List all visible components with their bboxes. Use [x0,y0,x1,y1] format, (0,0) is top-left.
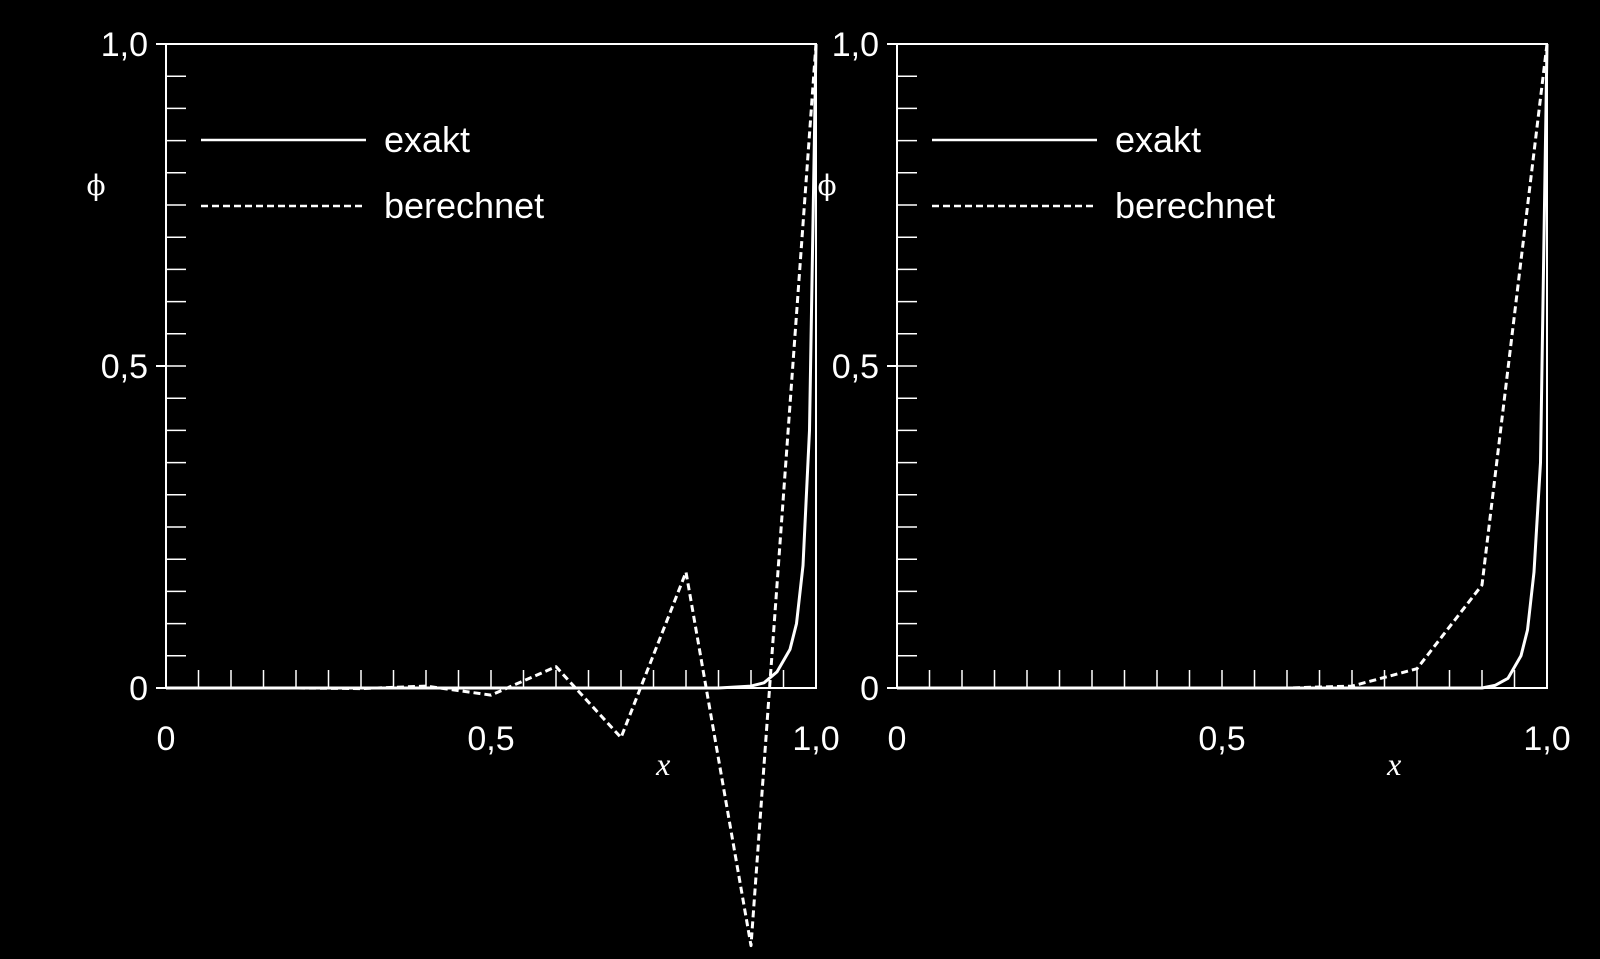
chart-1-x-tick-label: 1,0 [792,720,839,758]
chart-2-x-tick-label: 1,0 [1523,720,1570,758]
chart-1-x-axis-label: x [655,746,670,782]
chart-1-series-exakt [166,43,818,690]
chart-1-legend-label-exakt: exakt [384,119,470,160]
chart-2-legend-label-berechnet: berechnet [1115,185,1275,226]
chart-1-x-tick-label: 0 [157,720,176,758]
chart-1-y-tick-label: 0,5 [101,348,148,386]
chart-2-y-tick-label: 1,0 [832,26,879,64]
chart-2-x-tick-label: 0 [888,720,907,758]
chart-1-y-tick-label: 1,0 [101,26,148,64]
chart-1-legend-label-berechnet: berechnet [384,185,544,226]
chart-1-y-tick-label: 0 [129,670,148,708]
chart-1-y-axis-label: ϕ [86,169,105,202]
chart-2-series-berechnet [897,43,1549,690]
chart-2-y-tick-label: 0,5 [832,348,879,386]
chart-2-x-axis-label: x [1386,746,1401,782]
chart-2-y-tick-label: 0 [860,670,879,708]
chart-2-series-exakt [897,43,1549,690]
chart-1-series-berechnet [166,43,818,948]
chart-1: 0 0,5 1,0 0 0,5 1,0 x ϕ exakt berechnet [86,26,840,948]
chart-2-legend-label-exakt: exakt [1115,119,1201,160]
chart-2: 0 0,5 1,0 0 0,5 1,0 x ϕ exakt berechnet [817,26,1570,782]
chart-2-y-axis-label: ϕ [817,169,836,202]
chart-2-x-tick-label: 0,5 [1198,720,1245,758]
chart-1-x-tick-label: 0,5 [467,720,514,758]
